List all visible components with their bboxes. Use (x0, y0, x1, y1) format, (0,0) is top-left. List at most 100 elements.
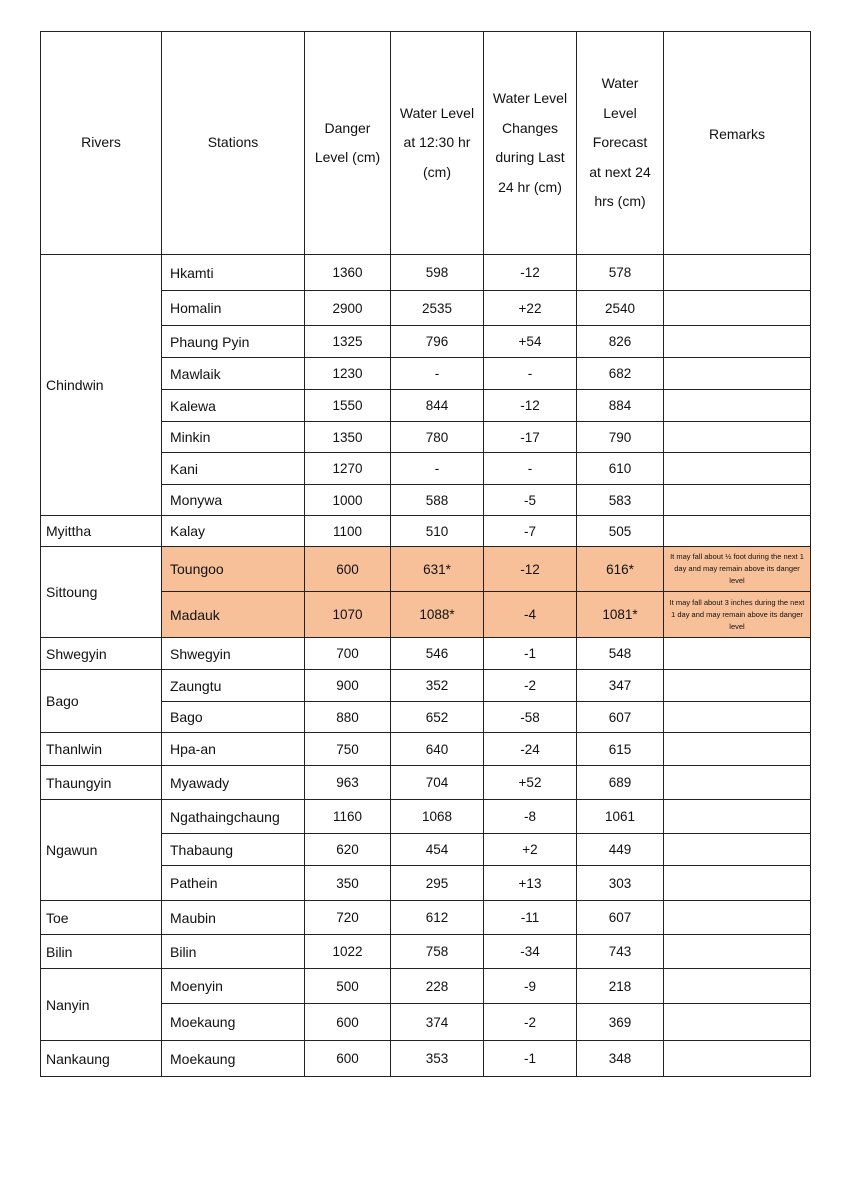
remarks (663, 452, 811, 485)
water-level: 546 (390, 637, 484, 670)
water-level-change: -58 (483, 701, 577, 733)
table-row: Shwegyin Shwegyin 700 546 -1 548 (40, 637, 811, 670)
water-level-forecast: 449 (576, 833, 664, 866)
river-name: Toe (40, 900, 162, 935)
river-name: Bago (40, 669, 162, 733)
station-name: Ngathaingchaung (161, 799, 305, 834)
remarks (663, 701, 811, 733)
table-row: Phaung Pyin 1325 796 +54 826 (41, 325, 811, 358)
water-level-change: - (483, 452, 577, 485)
remarks (663, 637, 811, 670)
danger-level: 620 (304, 833, 391, 866)
water-level: 796 (390, 325, 484, 358)
header-water-level: Water Level at 12:30 hr (cm) (390, 31, 484, 255)
table-row: Bilin Bilin 1022 758 -34 743 (40, 934, 811, 969)
water-level-change: -12 (483, 254, 577, 291)
water-level-forecast: 682 (576, 357, 664, 390)
river-name: Thanlwin (40, 732, 162, 766)
water-level-forecast: 1061 (576, 799, 664, 834)
table-row: Sittoung Toungoo 600 631* -12 616* It may fall… (40, 546, 811, 638)
danger-level: 1160 (304, 799, 391, 834)
water-level: 353 (390, 1040, 484, 1077)
water-level-forecast: 884 (576, 389, 664, 422)
danger-level: 1550 (304, 389, 391, 422)
station-name: Shwegyin (161, 637, 305, 670)
danger-level: 1230 (304, 357, 391, 390)
river-name: Bilin (40, 934, 162, 969)
water-level-forecast: 578 (576, 254, 664, 291)
remarks (663, 833, 811, 866)
table-row: Myittha Kalay 1100 510 -7 505 (40, 515, 811, 547)
table-row: Moekaung 600 374 -2 369 (41, 1003, 811, 1041)
water-level: 228 (390, 968, 484, 1004)
station-name: Moekaung (161, 1003, 305, 1041)
river-name: Nankaung (40, 1040, 162, 1077)
station-name: Toungoo (161, 546, 305, 592)
remarks (663, 357, 811, 390)
table-row: Nanyin Moenyin 500 228 -9 218 (40, 968, 811, 1041)
remarks (663, 765, 811, 800)
table-row: Chindwin Hkamti 1360 598 -12 578 (40, 254, 811, 516)
danger-level: 350 (304, 865, 391, 901)
water-level: 510 (390, 515, 484, 547)
remarks (663, 934, 811, 969)
remarks: It may fall about ½ foot during the next… (663, 546, 811, 592)
table-row: Bago Zaungtu 900 352 -2 347 (40, 669, 811, 733)
station-name: Thabaung (161, 833, 305, 866)
station-name: Pathein (161, 865, 305, 901)
station-name: Zaungtu (161, 669, 305, 702)
station-name: Monywa (161, 484, 305, 516)
danger-level: 2900 (304, 290, 391, 326)
remarks (663, 1003, 811, 1041)
danger-level: 1100 (304, 515, 391, 547)
river-name: Thaungyin (40, 765, 162, 800)
remarks (663, 799, 811, 834)
station-name: Minkin (161, 421, 305, 453)
water-level: 295 (390, 865, 484, 901)
water-level: 704 (390, 765, 484, 800)
table-row: Mawlaik 1230- -682 (41, 357, 811, 390)
remarks (663, 484, 811, 516)
water-level-change: -1 (483, 637, 577, 670)
water-level: 598 (390, 254, 484, 291)
table-row: Toe Maubin 720 612 -11 607 (40, 900, 811, 935)
river-name: Ngawun (40, 799, 162, 901)
station-name: Madauk (161, 591, 305, 638)
danger-level: 720 (304, 900, 391, 935)
water-level: 640 (390, 732, 484, 766)
remarks (663, 254, 811, 291)
station-name: Kani (161, 452, 305, 485)
danger-level: 880 (304, 701, 391, 733)
water-level-forecast: 548 (576, 637, 664, 670)
water-level-change: -2 (483, 1003, 577, 1041)
station-name: Mawlaik (161, 357, 305, 390)
station-name: Phaung Pyin (161, 325, 305, 358)
table-row: Homalin 2900 2535 +22 2540 (41, 290, 811, 326)
station-name: Myawady (161, 765, 305, 800)
water-level-change: -4 (483, 591, 577, 638)
water-level: 780 (390, 421, 484, 453)
table-row: Kani 1270- -610 (41, 452, 811, 485)
remarks (663, 325, 811, 358)
danger-level: 1350 (304, 421, 391, 453)
water-level-change: -5 (483, 484, 577, 516)
water-level-change: -8 (483, 799, 577, 834)
danger-level: 1070 (304, 591, 391, 638)
danger-level: 750 (304, 732, 391, 766)
water-level-change: -2 (483, 669, 577, 702)
table-body: Chindwin Hkamti 1360 598 -12 578 Homalin 2900 25… (40, 254, 811, 1077)
remarks (663, 421, 811, 453)
header-forecast: Water Level Forecast at next 24 hrs (cm) (576, 31, 664, 255)
river-name: Shwegyin (40, 637, 162, 670)
water-level: 352 (390, 669, 484, 702)
water-level-forecast: 826 (576, 325, 664, 358)
station-name: Hpa-an (161, 732, 305, 766)
station-name: Bago (161, 701, 305, 733)
water-level-change: -12 (483, 389, 577, 422)
water-level: 631* (390, 546, 484, 592)
water-level: 454 (390, 833, 484, 866)
water-level: 588 (390, 484, 484, 516)
water-level-forecast: 218 (576, 968, 664, 1004)
water-level: 2535 (390, 290, 484, 326)
water-level: 1088* (390, 591, 484, 638)
